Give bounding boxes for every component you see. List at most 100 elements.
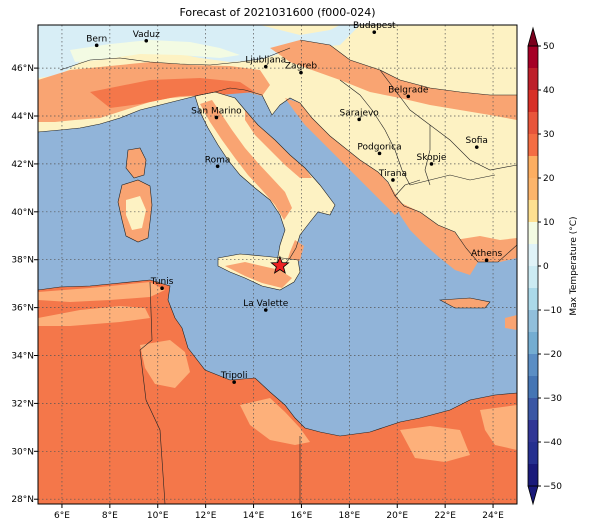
city-dot bbox=[406, 94, 411, 99]
x-tick-label: 18°E bbox=[339, 511, 361, 521]
city-dot bbox=[144, 39, 149, 43]
city-label: Vaduz bbox=[133, 30, 160, 40]
rhodes-land bbox=[505, 315, 517, 330]
turkey-land bbox=[495, 160, 517, 215]
x-tick-label: 16°E bbox=[291, 511, 313, 521]
alps-snow bbox=[70, 40, 240, 62]
city-label: San Marino bbox=[191, 106, 242, 116]
colorbar-segment bbox=[528, 112, 538, 134]
colorbar-segment bbox=[528, 288, 538, 310]
greece-warm bbox=[395, 200, 478, 275]
sicily-warm bbox=[225, 262, 292, 288]
colorbar-segment bbox=[528, 134, 538, 156]
colorbar-segment bbox=[528, 420, 538, 442]
city-dot bbox=[372, 30, 377, 34]
x-tick-label: 24°E bbox=[482, 511, 504, 521]
x-axis: 6°E 8°E 10°E 12°E 14°E 16°E 18°E 20°E 22°E 24°E bbox=[54, 504, 504, 521]
colorbar-tick-label: 40 bbox=[543, 86, 555, 96]
marker-layer bbox=[270, 255, 290, 274]
chart-title: Forecast of 2021031600 (f000-024) bbox=[179, 6, 376, 19]
city-dot bbox=[160, 286, 164, 291]
y-tick-label: 40°N bbox=[11, 208, 34, 218]
borders bbox=[38, 39, 517, 504]
colorbar-tick-label: 0 bbox=[543, 262, 549, 272]
balkans-warm bbox=[270, 40, 517, 120]
africa-patch bbox=[480, 405, 517, 450]
city-label: Skopje bbox=[417, 153, 447, 163]
colorbar-tick-label: −40 bbox=[543, 438, 562, 448]
y-tick-label: 46°N bbox=[11, 64, 34, 74]
colorbar-tick-label: 10 bbox=[543, 218, 555, 228]
africa-patch bbox=[38, 282, 165, 302]
colorbar-segment bbox=[528, 442, 538, 464]
colorbar-tick-label: 20 bbox=[543, 174, 555, 184]
po-valley-hot bbox=[90, 78, 255, 108]
x-tick-label: 6°E bbox=[54, 511, 70, 521]
colorbar-tick-label: −30 bbox=[543, 394, 562, 404]
colorbar-segment bbox=[528, 310, 538, 332]
x-tick-label: 12°E bbox=[195, 511, 217, 521]
city-dot bbox=[232, 380, 236, 384]
x-tick-label: 20°E bbox=[386, 511, 408, 521]
city-dot bbox=[429, 162, 434, 166]
africa-land bbox=[38, 280, 517, 504]
y-tick-label: 36°N bbox=[11, 304, 34, 314]
colorbar-segment bbox=[528, 464, 538, 486]
colorbar-label: Max Temperature (°C) bbox=[569, 216, 579, 315]
y-tick-label: 32°N bbox=[11, 399, 34, 409]
city-dot bbox=[214, 115, 219, 120]
adriatic-coast bbox=[285, 98, 404, 215]
colorbar-segment bbox=[528, 376, 538, 398]
y-tick-label: 44°N bbox=[11, 112, 34, 122]
city-label: Bern bbox=[86, 34, 107, 44]
map-frame bbox=[37, 24, 518, 505]
crete-land bbox=[440, 298, 490, 308]
x-tick-label: 22°E bbox=[434, 511, 456, 521]
y-tick-label: 34°N bbox=[11, 352, 34, 362]
colorbar-segment bbox=[528, 332, 538, 354]
x-tick-label: 8°E bbox=[102, 511, 118, 521]
corsica-land bbox=[126, 148, 146, 178]
city-label: Ljubljana bbox=[245, 56, 286, 66]
colorbar-segment bbox=[528, 222, 538, 244]
colorbar-segment bbox=[528, 156, 538, 178]
sardinia-light bbox=[126, 196, 146, 230]
colorbar-extend-max bbox=[527, 26, 539, 47]
x-tick-label: 10°E bbox=[147, 511, 169, 521]
africa-patch bbox=[38, 306, 150, 326]
colorbar-tick-label: −20 bbox=[543, 350, 562, 360]
city-label: Budapest bbox=[353, 21, 396, 31]
city-label: Sarajevo bbox=[340, 108, 380, 118]
colorbar-tick-label: −50 bbox=[543, 482, 562, 492]
x-tick-label: 14°E bbox=[243, 511, 265, 521]
city-label: Tripoli bbox=[220, 371, 248, 381]
colorbar: −50 −40 −30 −20 −10 0 10 20 30 40 50 bbox=[527, 26, 562, 506]
greece-coast bbox=[455, 236, 517, 262]
africa-patch bbox=[240, 398, 310, 445]
city-dot bbox=[299, 70, 303, 75]
colorbar-segment bbox=[528, 90, 538, 112]
italy-adriatic-warm bbox=[245, 110, 312, 178]
colorbar-segment bbox=[528, 68, 538, 90]
city-dot bbox=[377, 151, 382, 156]
africa-patch bbox=[400, 426, 470, 462]
city-label: Tirana bbox=[378, 169, 407, 179]
city-label: Podgorica bbox=[357, 142, 401, 152]
y-axis: 46°N 44°N 42°N 40°N 38°N 36°N 34°N 32°N 30°N 28°N bbox=[11, 64, 38, 505]
city-dot bbox=[357, 117, 361, 122]
city-label: Roma bbox=[205, 155, 231, 165]
colorbar-tick-label: 30 bbox=[543, 130, 555, 140]
city-label: La Valette bbox=[243, 299, 288, 309]
city-label: Sofia bbox=[466, 136, 488, 146]
y-tick-label: 38°N bbox=[11, 256, 34, 266]
colorbar-segment bbox=[528, 178, 538, 200]
star-marker bbox=[270, 255, 290, 274]
city-label: Tunis bbox=[150, 277, 174, 287]
city-dot bbox=[263, 308, 268, 312]
y-tick-label: 42°N bbox=[11, 160, 34, 170]
italy-warm bbox=[200, 100, 292, 220]
colorbar-segment bbox=[528, 398, 538, 420]
city-dot bbox=[391, 178, 395, 182]
colorbar-segment bbox=[528, 200, 538, 222]
